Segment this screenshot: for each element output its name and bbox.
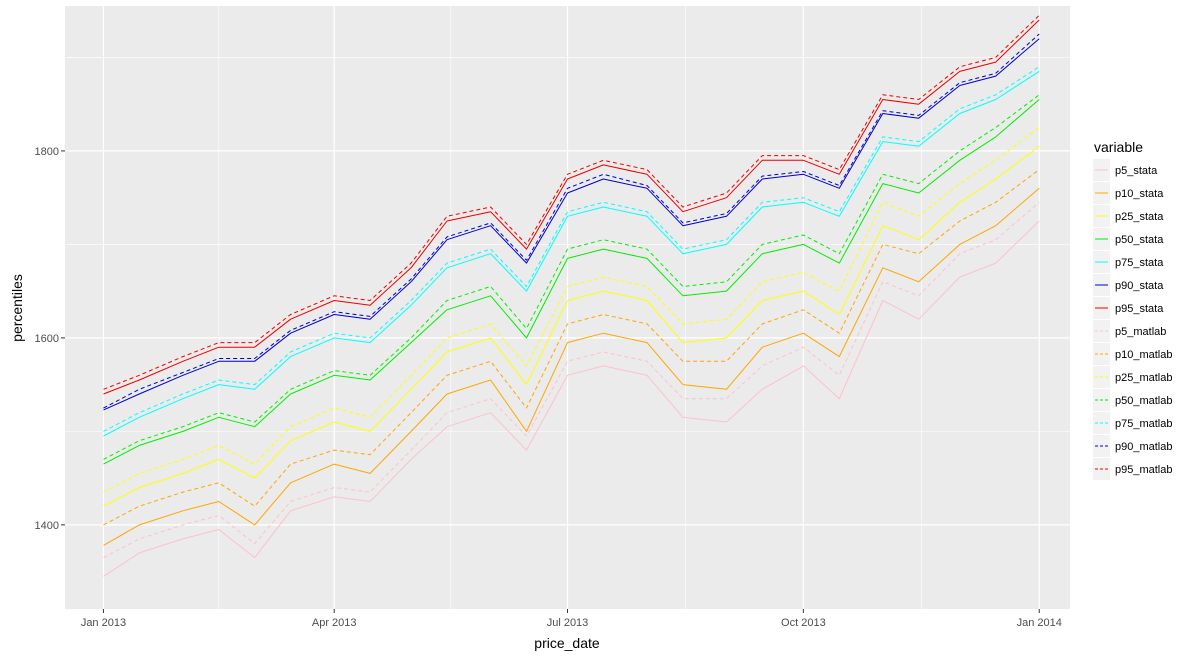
legend-label: p10_stata: [1115, 188, 1164, 200]
x-tick-label: Apr 2013: [312, 617, 357, 629]
legend: variable p5_stata p10_stata p25_stata p50_s…: [1093, 139, 1173, 480]
legend-label: p90_matlab: [1115, 441, 1173, 453]
x-tick-label: Oct 2013: [781, 617, 826, 629]
y-axis: 1400 1600 1800: [35, 146, 65, 532]
series-line-p25-matlab: [103, 127, 1040, 493]
major-gridlines: [65, 6, 1070, 609]
legend-title: variable: [1094, 139, 1143, 155]
series-line-p50-matlab: [103, 94, 1040, 460]
series-line-p5-matlab: [103, 201, 1040, 559]
series-line-p95-stata: [103, 19, 1040, 395]
series-line-p75-stata: [103, 70, 1040, 437]
series-line-p5-stata: [103, 220, 1040, 577]
series-line-p10-stata: [103, 187, 1040, 546]
series-line-p75-matlab: [103, 66, 1040, 432]
x-axis-title: price_date: [534, 635, 600, 651]
legend-label: p10_matlab: [1115, 349, 1173, 361]
y-tick-label: 1800: [35, 146, 59, 158]
series-line-p10-matlab: [103, 169, 1040, 526]
series-lines: [103, 14, 1040, 577]
x-tick-label: Jul 2013: [547, 617, 589, 629]
y-axis-title: percentiles: [9, 274, 25, 342]
legend-label: p5_stata: [1115, 165, 1158, 177]
legend-label: p25_matlab: [1115, 372, 1173, 384]
x-tick-label: Jan 2014: [1017, 617, 1062, 629]
legend-label: p95_matlab: [1115, 464, 1173, 476]
series-line-p95-matlab: [103, 14, 1040, 390]
series-line-p25-stata: [103, 145, 1040, 507]
legend-label: p5_matlab: [1115, 326, 1166, 338]
series-line-p90-stata: [103, 38, 1040, 411]
y-tick-label: 1600: [35, 333, 59, 345]
legend-label: p75_stata: [1115, 257, 1164, 269]
legend-label: p50_matlab: [1115, 395, 1173, 407]
series-line-p90-matlab: [103, 33, 1040, 409]
x-axis: Jan 2013 Apr 2013 Jul 2013 Oct 2013 Jan 2014: [81, 609, 1062, 629]
y-tick-label: 1400: [35, 520, 59, 532]
x-tick-label: Jan 2013: [81, 617, 126, 629]
series-line-p50-stata: [103, 99, 1040, 465]
legend-label: p50_stata: [1115, 234, 1164, 246]
legend-label: p90_stata: [1115, 280, 1164, 292]
legend-label: p75_matlab: [1115, 418, 1173, 430]
legend-label: p25_stata: [1115, 211, 1164, 223]
legend-label: p95_stata: [1115, 303, 1164, 315]
